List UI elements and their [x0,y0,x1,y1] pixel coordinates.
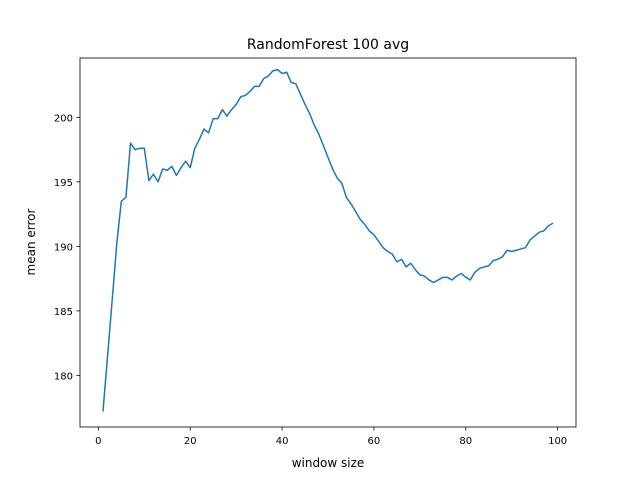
x-axis: 0 20 40 60 80 100 [95,427,567,447]
x-tick-label: 20 [184,436,197,447]
x-tick-label: 0 [95,436,101,447]
x-axis-label: window size [292,456,365,470]
x-tick-label: 60 [368,436,381,447]
y-axis: 180 185 190 195 200 [54,113,80,382]
y-tick-label: 190 [54,242,73,253]
plot-frame [79,57,577,428]
chart-title: RandomForest 100 avg [247,37,409,53]
y-tick-label: 185 [54,307,73,318]
y-tick-label: 200 [54,113,73,124]
plot-area [79,57,577,428]
x-tick-label: 80 [459,436,472,447]
x-tick-label: 40 [276,436,289,447]
y-axis-label: mean error [24,208,38,275]
y-tick-label: 195 [54,178,73,189]
x-tick-label: 100 [548,436,567,447]
series-line-0 [102,68,554,412]
y-tick-label: 180 [54,371,73,382]
